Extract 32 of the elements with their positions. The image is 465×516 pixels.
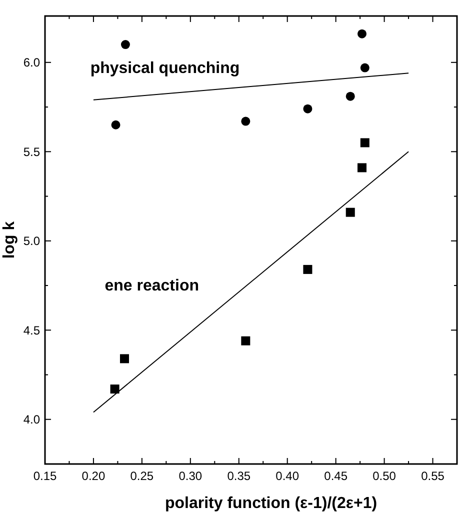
- x-tick-label: 0.30: [178, 469, 202, 483]
- y-axis-title: log k: [1, 221, 18, 259]
- y-tick-label: 4.0: [23, 412, 40, 427]
- point: [360, 63, 370, 72]
- point: [110, 384, 120, 394]
- y-tick-label: 6.0: [23, 56, 40, 70]
- x-tick-label: 0.25: [130, 469, 154, 483]
- point: [120, 40, 130, 50]
- point: [360, 138, 370, 148]
- annotation: physical quenching: [90, 60, 240, 78]
- point: [358, 29, 366, 38]
- point: [111, 120, 120, 130]
- annotation: ene reaction: [104, 277, 200, 294]
- x-tick-label: 0.50: [372, 469, 396, 483]
- point: [303, 264, 312, 274]
- point: [120, 354, 129, 364]
- point: [241, 116, 250, 126]
- point: [346, 208, 355, 217]
- x-tick-label: 0.45: [324, 469, 348, 483]
- y-tick-label: 5.0: [23, 234, 40, 248]
- point: [346, 92, 355, 101]
- y-tick-label: 5.5: [23, 144, 40, 159]
- x-tick-label: 0.35: [227, 469, 251, 483]
- point: [241, 336, 250, 346]
- x-tick-label: 0.15: [33, 469, 57, 483]
- point: [303, 104, 312, 114]
- x-tick-label: 0.20: [82, 469, 106, 483]
- x-axis-title: polarity function (ε-1)/(2ε+1): [164, 495, 378, 512]
- x-tick-label: 0.40: [276, 469, 300, 483]
- y-tick-label: 4.5: [23, 323, 40, 338]
- x-tick-label: 0.55: [421, 469, 445, 483]
- point: [358, 163, 366, 172]
